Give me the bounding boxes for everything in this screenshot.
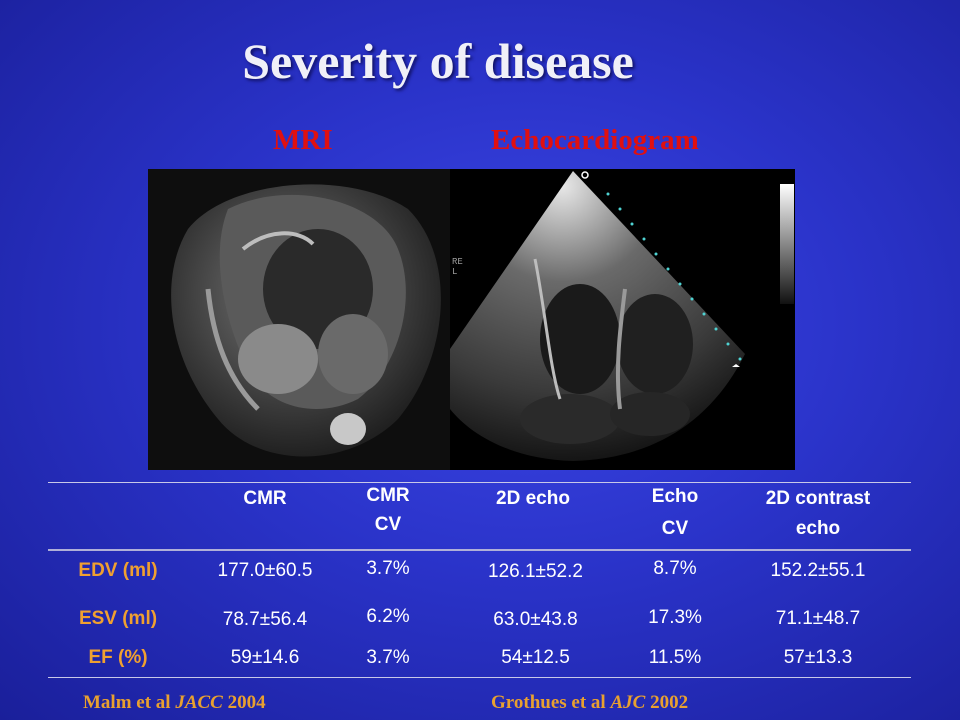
cell-ef-cmr-cv: 3.7% (366, 647, 410, 668)
table-bottom-rule (48, 677, 911, 678)
cell-esv-cmr-cv: 6.2% (366, 606, 410, 627)
slide-title: Severity of disease (242, 33, 634, 89)
cell-edv-echo-cv: 8.7% (653, 558, 697, 579)
cell-esv-echo-cv: 17.3% (648, 607, 702, 628)
cell-edv-2d-echo: 126.1±52.2 (488, 561, 583, 582)
header-cmr: CMR (243, 488, 287, 509)
cell-ef-cmr: 59±14.6 (230, 647, 300, 668)
header-2d-echo: 2D echo (496, 488, 570, 509)
cell-esv-cmr: 78.7±56.4 (222, 609, 308, 630)
mri-label: MRI (273, 124, 333, 156)
citation-left: Malm et al JACC 2004 (83, 692, 266, 713)
cell-esv-2d-echo: 63.0±43.8 (493, 609, 578, 630)
table-header-rule (48, 549, 911, 551)
cell-ef-contrast: 57±13.3 (783, 647, 853, 668)
cell-edv-contrast: 152.2±55.1 (770, 560, 866, 581)
cell-esv-contrast: 71.1±48.7 (775, 608, 861, 629)
cell-ef-2d-echo: 54±12.5 (501, 647, 570, 668)
echo-label: Echocardiogram (491, 124, 699, 156)
header-echo-cv: Echo CV (651, 486, 699, 539)
row-label-edv: EDV (ml) (78, 560, 158, 581)
cell-edv-cmr: 177.0±60.5 (217, 560, 313, 581)
table-top-rule (48, 482, 911, 483)
cell-ef-echo-cv: 11.5% (648, 647, 702, 668)
cell-edv-cmr-cv: 3.7% (366, 558, 410, 579)
row-label-ef: EF (%) (88, 647, 148, 668)
row-label-esv: ESV (ml) (78, 608, 158, 629)
header-2d-contrast-echo: 2D contrast echo (765, 488, 871, 539)
citation-right: Grothues et al AJC 2002 (491, 692, 689, 713)
echo-overlay-text: RE L (452, 257, 463, 277)
header-cmr-cv: CMR CV (366, 485, 410, 535)
echocardiogram-image: RE L (450, 169, 795, 470)
mri-image (148, 169, 450, 470)
